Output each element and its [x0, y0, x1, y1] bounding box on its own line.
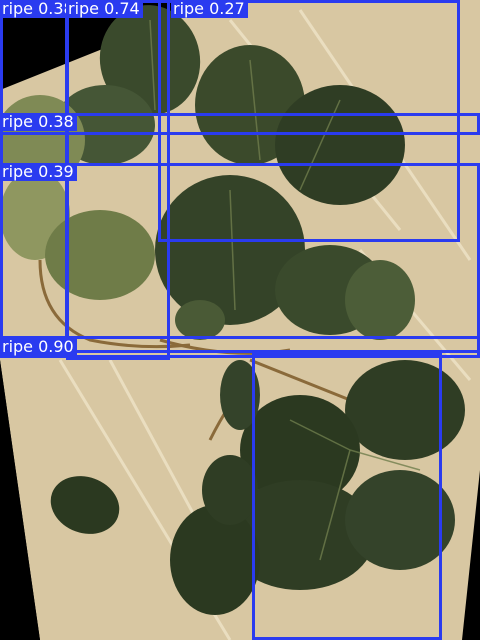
leaf [220, 360, 260, 430]
detection-box [252, 352, 442, 640]
leaves [0, 5, 465, 615]
detection-box: ripe 0.27 [158, 0, 460, 242]
leaf [155, 175, 305, 325]
detection-box: ripe 0.90 [0, 336, 480, 358]
detection-label: ripe 0.38 [0, 0, 77, 18]
leaf [225, 480, 375, 590]
leaf [345, 470, 455, 570]
detection-label: ripe 0.38 [0, 113, 77, 131]
leaf [345, 260, 415, 340]
leaf [99, 5, 201, 115]
leaf [202, 455, 258, 525]
leaf [45, 210, 155, 300]
detection-label: ripe 0.90 [0, 338, 77, 356]
leaf [240, 395, 360, 505]
leaf [170, 505, 260, 615]
detection-label: ripe 0.39 [0, 163, 77, 181]
detection-label: ripe 0.27 [171, 0, 248, 18]
detection-label: ripe 0.74 [66, 0, 143, 18]
detection-box: ripe 0.38 [0, 113, 480, 135]
tray-shadow [0, 360, 40, 640]
leaf [345, 360, 465, 460]
leaf [50, 476, 120, 534]
detection-box: ripe 0.39 [0, 163, 480, 353]
leaf [175, 300, 225, 340]
